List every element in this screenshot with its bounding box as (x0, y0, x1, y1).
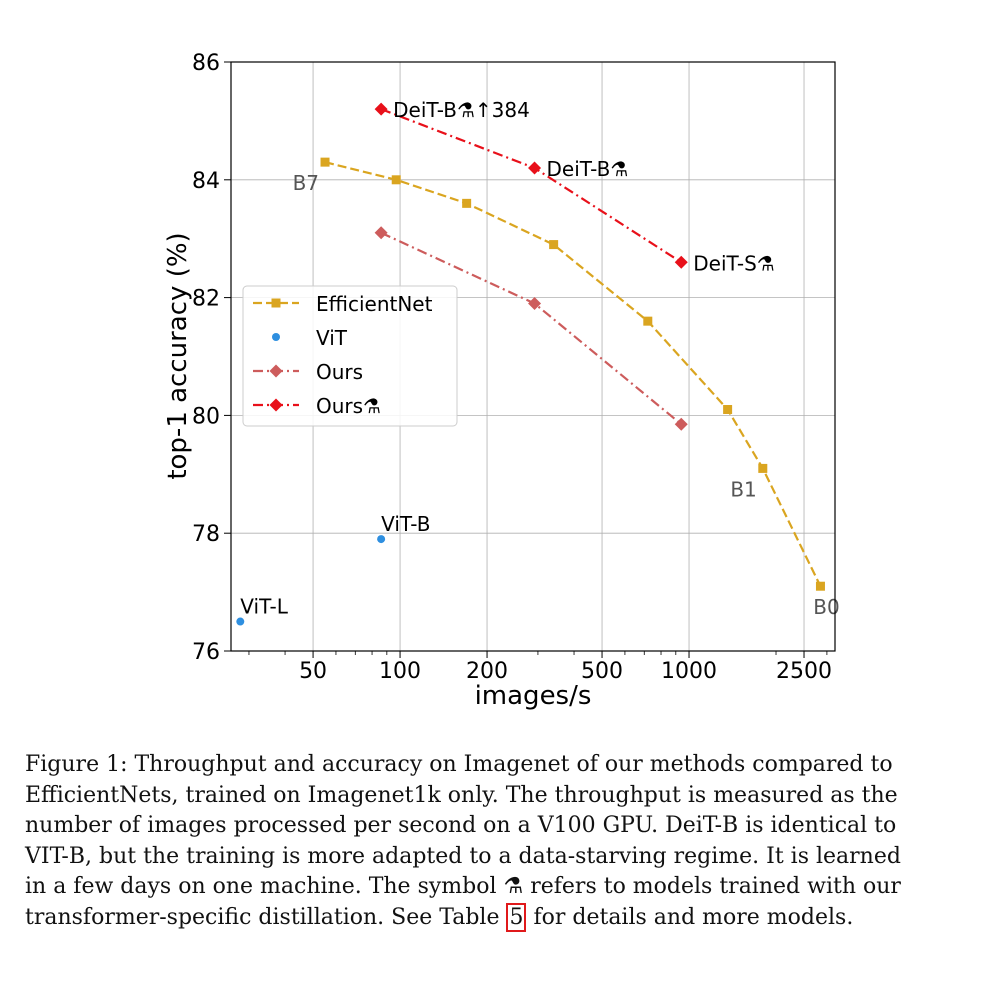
x-tick-label-2500: 2500 (776, 659, 832, 684)
caption-line-5: in a few days on one machine. The symbol… (25, 874, 901, 899)
annotation-deit-b: DeiT-B⚗ (547, 157, 629, 181)
x-tick-label-100: 100 (379, 659, 421, 684)
annotation-deit-s: DeiT-S⚗ (693, 251, 774, 275)
caption-line-4: VIT-B, but the training is more adapted … (25, 843, 901, 869)
table-reference-link[interactable]: 5 (506, 902, 527, 932)
data-point-ours (674, 417, 688, 431)
data-point-efficientnet (643, 316, 653, 326)
series-ours (374, 102, 688, 269)
figure-caption: Figure 1: Throughput and accuracy on Ima… (25, 750, 985, 933)
x-tick-label-50: 50 (299, 659, 327, 684)
caption-line-6-end: for details and more models. (526, 904, 854, 930)
caption-line-3: number of images processed per second on… (25, 813, 897, 838)
data-point-ours (674, 255, 688, 269)
x-tick-label-500: 500 (581, 659, 623, 684)
annotations: DeiT-B⚗↑384 DeiT-B⚗ DeiT-S⚗ B7 B1 B0 ViT-B ViT-… (240, 98, 839, 619)
plot-frame (230, 61, 836, 652)
annotation-vit-b: ViT-B (381, 512, 430, 536)
series-layer (236, 102, 825, 626)
series-efficientnet (320, 157, 825, 591)
y-axis-label: top-1 accuracy (%) (163, 232, 193, 479)
data-point-efficientnet (758, 463, 768, 473)
y-tick-label-76: 76 (192, 640, 220, 665)
annotation-b1: B1 (730, 477, 756, 501)
legend-entry-vit: ViT (272, 326, 348, 350)
x-tick-label-1000: 1000 (661, 659, 717, 684)
annotation-b0: B0 (813, 595, 839, 619)
throughput-accuracy-chart: DeiT-B⚗↑384 DeiT-B⚗ DeiT-S⚗ B7 B1 B0 ViT-B ViT-… (163, 51, 840, 711)
caption-line-2: EfficientNets, trained on Imagenet1k onl… (25, 782, 898, 808)
data-point-efficientnet (549, 240, 559, 250)
legend-entries: EfficientNet ViT Ours Ours⚗ (253, 292, 433, 418)
y-tick-label-82: 82 (192, 287, 220, 312)
series-vit (236, 535, 386, 626)
y-tick-label-78: 78 (192, 522, 220, 547)
legend-label: EfficientNet (316, 292, 433, 316)
legend-box (242, 285, 458, 427)
x-tick-label-200: 200 (466, 659, 508, 684)
series-ours (374, 226, 688, 431)
legend-marker (272, 333, 280, 341)
legend-entry-ours: Ours (253, 360, 363, 384)
data-point-efficientnet (391, 175, 401, 185)
data-point-vit (236, 617, 245, 626)
data-point-efficientnet (723, 405, 733, 415)
caption-line-6: transformer-specific distillation. See T… (25, 902, 985, 934)
x-axis-label: images/s (475, 681, 592, 711)
y-tick-label-84: 84 (192, 169, 220, 194)
legend-entry-efficientnet: EfficientNet (253, 292, 433, 316)
legend-marker (271, 298, 281, 308)
data-point-efficientnet (462, 198, 472, 208)
annotation-deit-b-384: DeiT-B⚗↑384 (393, 98, 530, 122)
data-point-vit (377, 535, 386, 544)
series-line-efficientnet (324, 161, 822, 587)
data-point-ours (374, 226, 388, 240)
annotation-vit-l: ViT-L (240, 595, 288, 619)
data-point-ours (528, 296, 542, 310)
axis-ticks: 50 100 200 500 1000 2500 76 78 80 82 84 86 (192, 51, 832, 684)
legend-label: Ours (316, 360, 363, 384)
y-tick-label-86: 86 (192, 51, 220, 76)
legend-marker (269, 398, 283, 412)
series-line-ours (380, 108, 682, 264)
caption-line-1: Figure 1: Throughput and accuracy on Ima… (25, 752, 893, 777)
y-tick-label-80: 80 (192, 404, 220, 429)
data-point-efficientnet (320, 157, 330, 167)
legend-label: ViT (316, 326, 348, 350)
legend-marker (269, 364, 283, 378)
data-point-ours (528, 161, 542, 175)
legend-label: Ours⚗ (316, 394, 381, 418)
caption-line-6-start: transformer-specific distillation. See T… (25, 904, 507, 930)
legend: EfficientNet ViT Ours Ours⚗ (242, 285, 458, 427)
annotation-b7: B7 (293, 171, 319, 195)
data-point-efficientnet (815, 581, 825, 591)
data-point-ours (374, 102, 388, 116)
legend-entry-ours: Ours⚗ (253, 394, 381, 418)
